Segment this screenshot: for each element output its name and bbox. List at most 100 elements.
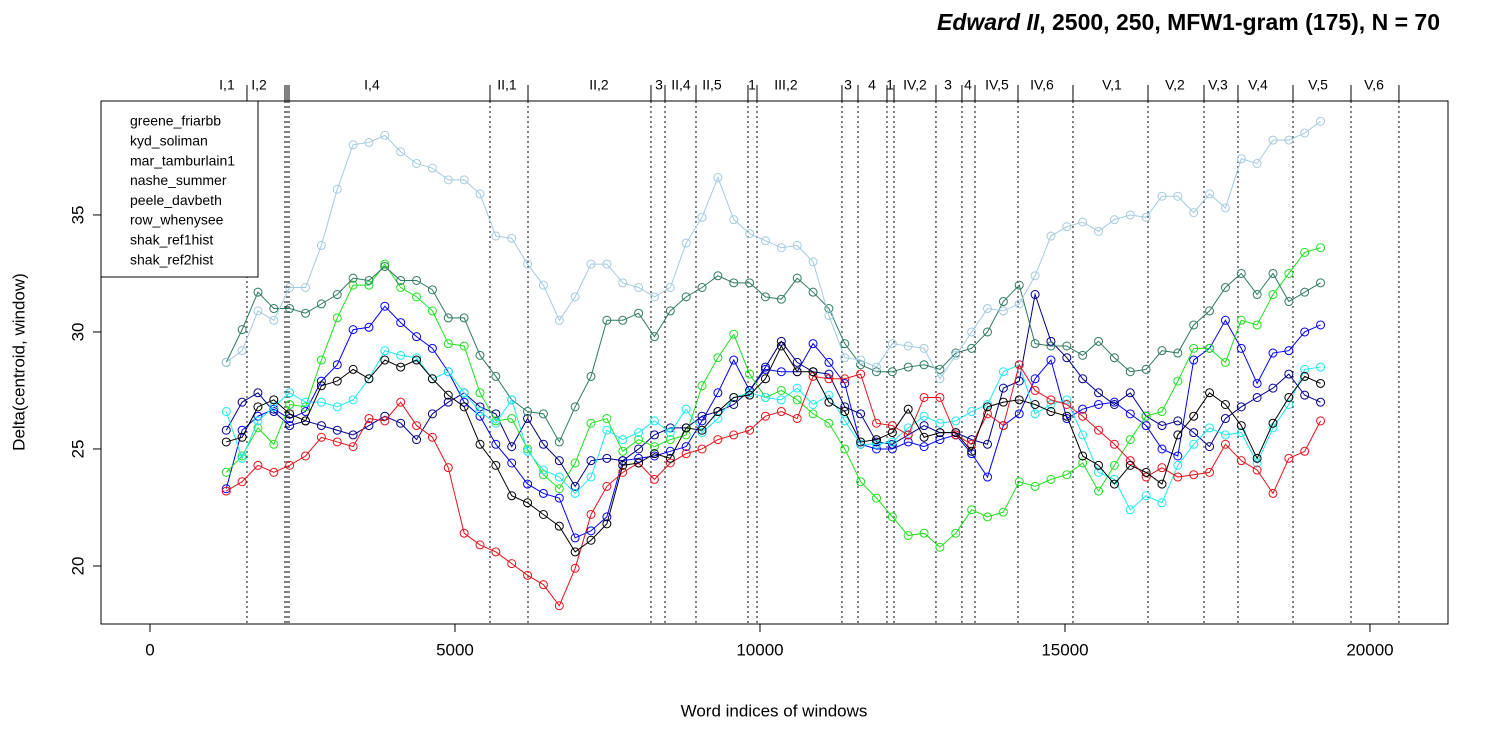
data-point [824, 374, 834, 384]
legend-entry: shak_ref1hist [130, 232, 213, 248]
data-point [269, 402, 279, 412]
data-point [1173, 430, 1183, 440]
data-point [237, 451, 247, 461]
data-point [967, 343, 977, 353]
data-point [1125, 210, 1135, 220]
data-point [491, 371, 501, 381]
data-point [1316, 362, 1326, 372]
data-point [602, 259, 612, 269]
data-point [602, 453, 612, 463]
data-point [729, 329, 739, 339]
data-point [681, 442, 691, 452]
data-point [1030, 271, 1040, 281]
data-point [856, 439, 866, 449]
data-point [903, 423, 913, 433]
data-point [681, 423, 691, 433]
data-point [1268, 488, 1278, 498]
data-point [1094, 226, 1104, 236]
data-point [1125, 388, 1135, 398]
data-point [475, 388, 485, 398]
data-point [301, 416, 311, 426]
data-point [1173, 472, 1183, 482]
data-point [840, 407, 850, 417]
data-point [681, 238, 691, 248]
data-point [443, 397, 453, 407]
data-point [951, 430, 961, 440]
y-tick-label: 30 [68, 323, 87, 342]
scene-label: 3 [944, 77, 952, 93]
data-point [1236, 343, 1246, 353]
data-point [427, 285, 437, 295]
data-point [681, 449, 691, 459]
data-point [919, 411, 929, 421]
data-point [824, 369, 834, 379]
data-point [221, 357, 231, 367]
data-point [919, 432, 929, 442]
data-point [729, 400, 739, 410]
x-tick-label: 10000 [736, 640, 783, 659]
data-point [237, 453, 247, 463]
data-point [792, 367, 802, 377]
data-point [412, 435, 422, 445]
data-point [998, 507, 1008, 517]
data-point [1094, 400, 1104, 410]
legend-box [100, 100, 259, 278]
data-point [1078, 411, 1088, 421]
data-point [1220, 430, 1230, 440]
data-point [348, 140, 358, 150]
data-point [856, 409, 866, 419]
series-line [225, 305, 1321, 539]
data-point [1078, 458, 1088, 468]
data-point [1220, 439, 1230, 449]
data-point [887, 421, 897, 431]
data-point [1141, 491, 1151, 501]
data-point [443, 463, 453, 473]
data-point [475, 411, 485, 421]
data-point [983, 512, 993, 522]
scene-label: 4 [964, 77, 972, 93]
scene-label: I,1 [219, 77, 235, 93]
data-point [1062, 222, 1072, 232]
data-point [602, 425, 612, 435]
x-tick-label: 0 [145, 640, 154, 659]
data-point [1078, 374, 1088, 384]
data-point [1094, 486, 1104, 496]
data-point [1316, 278, 1326, 288]
data-point [760, 374, 770, 384]
data-point [396, 397, 406, 407]
data-point [1252, 320, 1262, 330]
data-point [380, 130, 390, 140]
data-point [1125, 460, 1135, 470]
data-point [221, 486, 231, 496]
data-point [618, 456, 628, 466]
data-point [983, 409, 993, 419]
data-point [1078, 430, 1088, 440]
data-point [697, 381, 707, 391]
data-point [285, 283, 295, 293]
data-point [745, 229, 755, 239]
data-point [427, 432, 437, 442]
data-point [1300, 364, 1310, 374]
data-point [1046, 395, 1056, 405]
data-point [745, 278, 755, 288]
data-point [649, 292, 659, 302]
data-point [745, 425, 755, 435]
data-point [1236, 428, 1246, 438]
data-point [1094, 388, 1104, 398]
data-point [1046, 407, 1056, 417]
legend-entry: kyd_soliman [130, 133, 208, 149]
data-point [729, 278, 739, 288]
title-rest: , 2500, 250, MFW1-gram (175), N = 70 [1039, 9, 1440, 35]
data-point [1220, 414, 1230, 424]
data-point [301, 308, 311, 318]
scene-label: I,4 [364, 77, 380, 93]
data-point [713, 414, 723, 424]
data-point [1125, 409, 1135, 419]
scene-label: V,2 [1165, 77, 1185, 93]
data-point [1236, 456, 1246, 466]
data-point [824, 397, 834, 407]
data-point [776, 294, 786, 304]
data-point [1173, 376, 1183, 386]
data-point [1141, 364, 1151, 374]
data-point [998, 367, 1008, 377]
